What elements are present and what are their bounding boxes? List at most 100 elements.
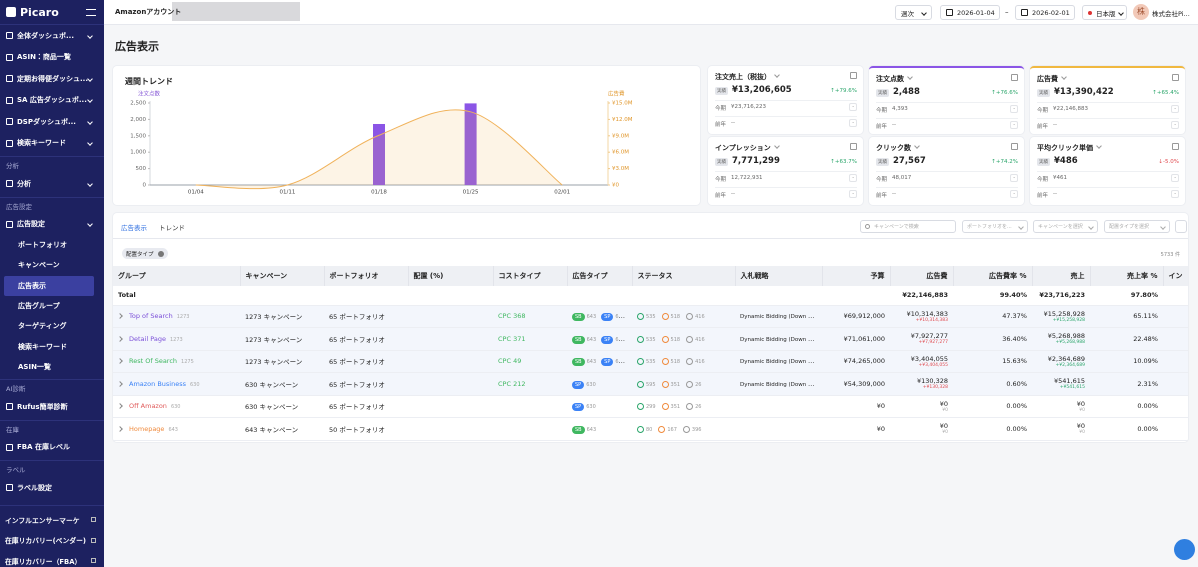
nav-item[interactable]: キャンペーン <box>0 255 104 275</box>
group-name[interactable]: Amazon Business <box>129 380 186 388</box>
kpi-row-value: 48,017 <box>892 175 911 181</box>
tab[interactable]: トレンド <box>159 222 185 238</box>
column-header[interactable]: 入札戦略 <box>735 266 822 286</box>
nav-item[interactable]: ASIN一覧 <box>0 357 104 377</box>
group-name[interactable]: Detail Page <box>129 335 166 343</box>
tab-divider <box>113 238 1188 239</box>
cell: ¥541,615+¥541,615 <box>1032 373 1090 396</box>
trend-title: 週間トレンド <box>125 76 173 87</box>
data-row[interactable]: Rest Of Search12751273 キャンペーン65 ポートフォリオC… <box>113 350 1188 373</box>
chevron <box>907 74 913 80</box>
nav-item[interactable]: FBA 在庫レベル <box>0 437 104 459</box>
nav-item[interactable]: 分析 <box>0 173 104 195</box>
nav-link[interactable]: インフルエンサーマーケ <box>0 510 104 531</box>
sales-rate: 22.48% <box>1133 335 1158 343</box>
nav-label: ラベル設定 <box>17 483 52 493</box>
nav-label: 分析 <box>17 179 31 189</box>
column-header[interactable]: 広告費 <box>890 266 953 286</box>
data-row[interactable]: Amazon Business630630 キャンペーン65 ポートフォリオCP… <box>113 373 1188 396</box>
column-header[interactable]: 配置 (%) <box>408 266 493 286</box>
budget: ¥0 <box>877 425 885 433</box>
ad-spend-sub: +¥130,328 <box>895 385 948 390</box>
column-header[interactable]: ポートフォリオ <box>324 266 408 286</box>
nav-item[interactable]: ラベル設定 <box>0 477 104 499</box>
tab[interactable]: 広告表示 <box>121 222 147 239</box>
column-header[interactable]: 売上率 % <box>1090 266 1163 286</box>
nav-item[interactable]: 広告設定 <box>0 214 104 236</box>
cell: 29935126 <box>632 395 735 418</box>
nav-divider <box>0 420 104 421</box>
group-name[interactable]: Rest Of Search <box>129 357 177 365</box>
column-header[interactable]: ステータス <box>632 266 735 286</box>
cell: SB643SP630 <box>567 328 632 351</box>
nav-item[interactable]: 広告表示 <box>4 276 94 296</box>
column-header[interactable]: 広告タイプ <box>567 266 632 286</box>
cell <box>735 286 822 305</box>
cell <box>493 418 567 441</box>
cell <box>1163 305 1188 328</box>
cell <box>1163 373 1188 396</box>
sales: ¥0 <box>1077 422 1085 430</box>
nav-item[interactable]: SA 広告ダッシュボ... <box>0 90 104 112</box>
y-tick-label: 500 <box>136 166 147 172</box>
data-row[interactable]: Off Amazon630630 キャンペーン65 ポートフォリオSP63029… <box>113 395 1188 418</box>
group-name[interactable]: Homepage <box>129 425 164 433</box>
nav-item[interactable]: 全体ダッシュボ... <box>0 25 104 47</box>
column-header[interactable]: 予算 <box>822 266 890 286</box>
nav-item[interactable]: 検索キーワード <box>0 133 104 155</box>
kpi-row-value: -- <box>731 120 735 126</box>
data-row[interactable]: Detail Page12731273 キャンペーン65 ポートフォリオCPC … <box>113 328 1188 351</box>
column-header[interactable]: コストタイプ <box>493 266 567 286</box>
column-header[interactable]: イン <box>1163 266 1188 286</box>
kpi-row-value: -- <box>1053 191 1057 197</box>
download-button[interactable] <box>1175 220 1187 233</box>
filter-select[interactable]: ポートフォリオを... <box>962 220 1028 233</box>
column-header[interactable]: 売上 <box>1032 266 1090 286</box>
nav-divider <box>0 156 104 157</box>
cell: Rest Of Search1275 <box>113 350 240 373</box>
group-name[interactable]: Off Amazon <box>129 402 167 410</box>
nav-item[interactable]: DSPダッシュボ... <box>0 111 104 133</box>
kpi-row-label: 前年 <box>876 122 887 130</box>
redacted-box <box>172 2 300 21</box>
expand-chevron <box>117 381 123 387</box>
nav-divider <box>0 460 104 461</box>
nav-chevron <box>87 119 93 125</box>
nav-label: 定期お得便ダッシュ... <box>17 74 88 84</box>
column-header[interactable]: グループ <box>113 266 240 286</box>
status-count: 416 <box>695 359 705 365</box>
kpi-row-label: 今期 <box>876 175 887 183</box>
column-header[interactable]: 広告費率 % <box>953 266 1032 286</box>
nav-item[interactable]: ASIN：商品一覧 <box>0 47 104 69</box>
filter-select[interactable]: 配置タイプを選択 <box>1104 220 1170 233</box>
kpi-row-value: ¥22,146,883 <box>1053 106 1088 112</box>
nav-item[interactable]: 広告グループ <box>0 296 104 316</box>
menu-toggle[interactable] <box>86 9 96 16</box>
column-header[interactable]: キャンペーン <box>240 266 324 286</box>
nav-item[interactable]: ポートフォリオ <box>0 235 104 255</box>
cell: 0.00% <box>953 418 1032 441</box>
nav-label: ASIN：商品一覧 <box>17 52 71 62</box>
status-icon <box>662 313 669 320</box>
group-name[interactable]: Top of Search <box>129 312 173 320</box>
nav-item[interactable]: 定期お得便ダッシュ... <box>0 68 104 90</box>
kpi-row-label: 今期 <box>1037 175 1048 183</box>
kpi-divider <box>715 171 857 172</box>
cell <box>493 395 567 418</box>
status-count: 299 <box>646 404 656 410</box>
nav-link[interactable]: 在庫リカバリー（FBA） <box>0 551 104 567</box>
chat-button[interactable] <box>1174 539 1195 560</box>
nav-item[interactable]: Rufus簡単診断 <box>0 396 104 418</box>
kpi-row-diff: - <box>1010 121 1018 129</box>
cell: 1273 キャンペーン <box>240 305 324 328</box>
search-box[interactable]: キャンペーンで検索 <box>860 220 956 233</box>
data-row[interactable]: Top of Search12731273 キャンペーン65 ポートフォリオCP… <box>113 305 1188 328</box>
nav-link[interactable]: 在庫リカバリー(ベンダー) <box>0 530 104 551</box>
filter-chip[interactable]: 配置タイプ <box>122 248 168 259</box>
nav-item[interactable]: 検索キーワード <box>0 336 104 356</box>
data-row[interactable]: Homepage643643 キャンペーン50 ポートフォリオSB6438016… <box>113 418 1188 441</box>
nav-item[interactable]: ターゲティング <box>0 316 104 336</box>
kpi-card: クリック数実績27,567↑+74.2%今期48,017-前年--- <box>869 137 1024 205</box>
filter-select[interactable]: キャンペーンを選択 <box>1033 220 1098 233</box>
cell: 50 ポートフォリオ <box>324 418 408 441</box>
